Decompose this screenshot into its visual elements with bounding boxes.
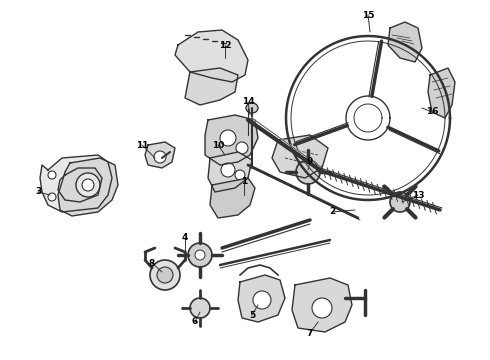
Text: 2: 2: [329, 207, 335, 216]
Polygon shape: [40, 155, 112, 212]
Circle shape: [235, 170, 245, 180]
Polygon shape: [185, 68, 238, 105]
Circle shape: [154, 151, 166, 163]
Circle shape: [190, 298, 210, 318]
Polygon shape: [205, 115, 258, 165]
Text: 7: 7: [307, 328, 313, 338]
Text: 6: 6: [192, 318, 198, 327]
Circle shape: [48, 171, 56, 179]
Text: 8: 8: [149, 258, 155, 267]
Circle shape: [390, 192, 410, 212]
Text: 4: 4: [182, 234, 188, 243]
Text: 14: 14: [242, 98, 254, 107]
Text: 16: 16: [426, 108, 438, 117]
Circle shape: [220, 130, 236, 146]
Text: 11: 11: [136, 140, 148, 149]
Ellipse shape: [246, 103, 258, 113]
Circle shape: [236, 142, 248, 154]
Circle shape: [195, 250, 205, 260]
Text: 9: 9: [307, 158, 313, 166]
Polygon shape: [292, 278, 352, 332]
Circle shape: [188, 243, 212, 267]
Circle shape: [48, 193, 56, 201]
Circle shape: [312, 298, 332, 318]
Text: 12: 12: [219, 40, 231, 49]
Polygon shape: [58, 168, 102, 202]
Circle shape: [221, 163, 235, 177]
Text: 1: 1: [241, 177, 247, 186]
Circle shape: [157, 267, 173, 283]
Polygon shape: [145, 142, 175, 168]
Circle shape: [76, 173, 100, 197]
Polygon shape: [58, 158, 118, 216]
Polygon shape: [210, 178, 255, 218]
Circle shape: [296, 160, 320, 184]
Text: 13: 13: [412, 190, 424, 199]
Circle shape: [150, 260, 180, 290]
Polygon shape: [388, 22, 422, 62]
Polygon shape: [175, 30, 248, 82]
Polygon shape: [238, 275, 285, 322]
Text: 15: 15: [362, 10, 374, 19]
Circle shape: [82, 179, 94, 191]
Text: 3: 3: [35, 188, 41, 197]
Circle shape: [253, 291, 271, 309]
Polygon shape: [272, 135, 328, 178]
Polygon shape: [208, 152, 252, 192]
Text: 10: 10: [212, 140, 224, 149]
Circle shape: [100, 194, 108, 202]
Text: 5: 5: [249, 310, 255, 320]
Polygon shape: [428, 68, 455, 118]
Circle shape: [96, 166, 104, 174]
